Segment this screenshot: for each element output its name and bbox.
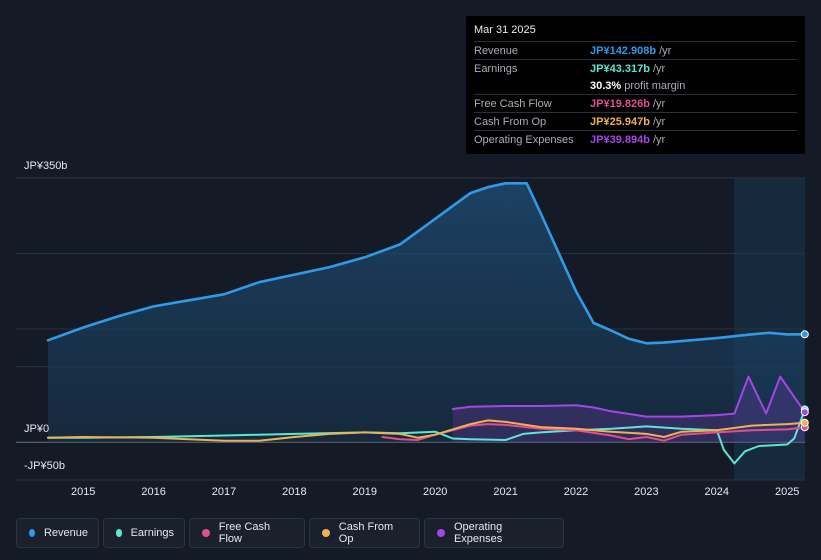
legend-item-free-cash-flow[interactable]: Free Cash Flow — [189, 518, 305, 548]
legend-dot-icon — [322, 529, 330, 537]
series-line-earnings — [47, 408, 806, 465]
legend-item-operating-expenses[interactable]: Operating Expenses — [424, 518, 564, 548]
tooltip-label: Revenue — [474, 44, 519, 57]
series-line-operating-expenses — [451, 375, 806, 418]
data-tooltip: Mar 31 2025 Revenue JP¥142.908b /yr Earn… — [466, 16, 805, 154]
legend-label: Cash From Op — [338, 521, 394, 545]
y-tick-label-top: JP¥350b — [24, 160, 68, 172]
x-tick-label: 2023 — [634, 486, 658, 498]
x-tick-label: 2020 — [423, 486, 447, 498]
x-tick-label: 2019 — [353, 486, 377, 498]
y-tick-label-zero: JP¥0 — [24, 423, 50, 435]
legend-label: Free Cash Flow — [218, 521, 271, 545]
legend-label: Revenue — [43, 527, 88, 539]
legend-label: Earnings — [130, 527, 174, 539]
tooltip-date: Mar 31 2025 — [474, 24, 536, 36]
legend-dot-icon — [116, 529, 122, 537]
endpoint-revenue — [800, 330, 809, 339]
x-tick-label: 2024 — [705, 486, 729, 498]
endpoint-operating-expenses — [800, 408, 809, 417]
legend-item-revenue[interactable]: Revenue — [16, 518, 99, 548]
series-area-operating-expenses — [452, 376, 805, 443]
tooltip-value: JP¥142.908b — [590, 44, 657, 57]
tooltip-value: JP¥19.826b — [590, 97, 650, 110]
legend-dot-icon — [437, 529, 445, 537]
y-tick-label-bottom: -JP¥50b — [24, 460, 65, 472]
tooltip-unit: profit margin — [624, 79, 686, 92]
series-areas — [48, 183, 805, 443]
series-line-revenue — [46, 182, 807, 345]
x-tick-label: 2015 — [71, 486, 95, 498]
tooltip-unit: /yr — [652, 97, 666, 110]
legend-item-earnings[interactable]: Earnings — [103, 518, 185, 548]
tooltip-row-cfo: Cash From Op JP¥25.947b /yr — [474, 112, 797, 130]
series-area-revenue — [48, 183, 805, 443]
tooltip-row-revenue: Revenue JP¥142.908b /yr — [474, 41, 797, 59]
series-endpoints — [800, 330, 809, 432]
x-tick-labels: 2015 2016 2017 2018 2019 2020 2021 2022 2023 2024… — [71, 486, 799, 498]
legend-label: Operating Expenses — [453, 521, 503, 545]
x-tick-label: 2022 — [564, 486, 588, 498]
x-tick-label: 2025 — [775, 486, 799, 498]
series-line-cash-from-op — [47, 419, 806, 442]
tooltip-unit: /yr — [652, 133, 666, 146]
tooltip-value: JP¥25.947b — [590, 115, 650, 128]
x-tick-label: 2018 — [282, 486, 306, 498]
tooltip-value: JP¥43.317b — [590, 62, 650, 75]
endpoint-cash-from-op — [800, 418, 809, 427]
tooltip-row-earnings: Earnings JP¥43.317b /yr — [474, 59, 797, 77]
x-tick-label: 2016 — [141, 486, 165, 498]
x-tick-label: 2017 — [212, 486, 236, 498]
tooltip-label: Operating Expenses — [474, 133, 574, 146]
tooltip-row-margin: 30.3% profit margin — [474, 77, 797, 94]
legend-item-cash-from-op[interactable]: Cash From Op — [309, 518, 420, 548]
tooltip-row-opex: Operating Expenses JP¥39.894b /yr — [474, 130, 797, 148]
x-tick-label: 2021 — [493, 486, 517, 498]
tooltip-label: Free Cash Flow — [474, 97, 552, 110]
tooltip-label: Cash From Op — [474, 115, 547, 128]
tooltip-row-fcf: Free Cash Flow JP¥19.826b /yr — [474, 94, 797, 112]
legend-dot-icon — [29, 529, 35, 537]
tooltip-label: Earnings — [474, 62, 518, 75]
tooltip-unit: /yr — [659, 44, 672, 57]
legend-dot-icon — [202, 529, 210, 537]
series-lines — [46, 182, 807, 465]
tooltip-value: JP¥39.894b — [590, 133, 650, 146]
tooltip-unit: /yr — [652, 115, 666, 128]
tooltip-value: 30.3% — [590, 79, 622, 92]
tooltip-unit: /yr — [652, 62, 666, 75]
